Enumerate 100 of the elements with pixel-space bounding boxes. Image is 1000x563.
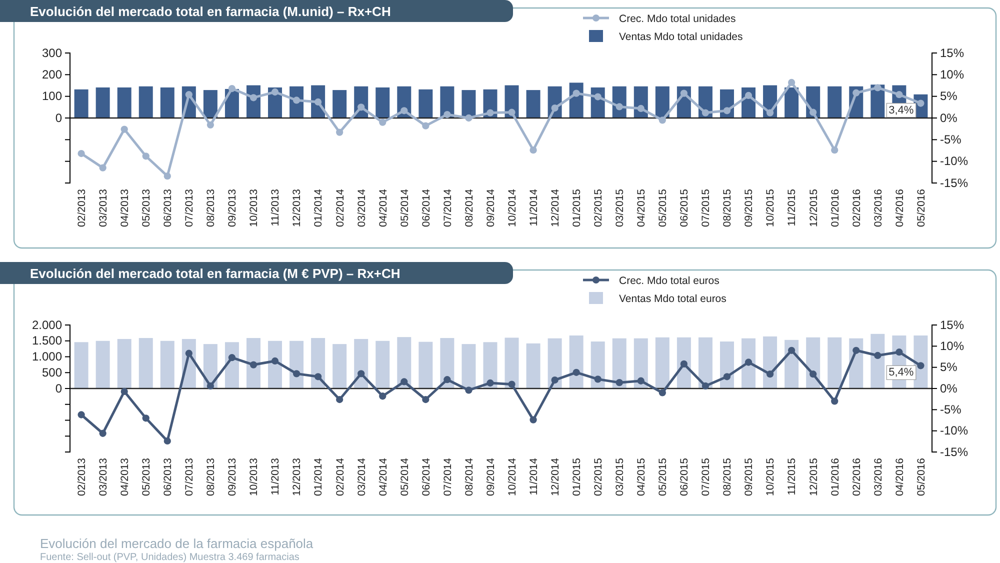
x-tick-label: 06/2014: [420, 458, 432, 496]
x-tick-label: 01/2016: [829, 458, 842, 496]
bar: [828, 86, 842, 118]
x-tick-label: 01/2014: [312, 458, 325, 496]
point: [314, 373, 322, 380]
point: [508, 380, 516, 388]
point: [551, 376, 558, 384]
legend-label: Crec. Mdo total unidades: [619, 13, 736, 25]
x-tick-label: 06/2013: [162, 458, 174, 496]
bar: [160, 87, 174, 118]
point: [444, 110, 451, 118]
point: [702, 382, 710, 390]
y2-tick-label: 5%: [940, 89, 958, 104]
x-tick-label: 12/2015: [808, 458, 820, 496]
bar: [418, 89, 433, 118]
x-tick-label: 05/2014: [398, 458, 411, 496]
x-tick-label: 11/2015: [786, 188, 798, 226]
point: [228, 84, 236, 92]
x-tick-label: 12/2015: [808, 188, 820, 227]
x-tick-label: 08/2015: [722, 458, 734, 496]
point: [271, 88, 279, 96]
point: [142, 414, 150, 422]
data-label: 3,4%: [888, 104, 914, 116]
x-tick-label: 10/2015: [764, 458, 777, 496]
x-tick-label: 11/2013: [270, 458, 282, 496]
point: [99, 430, 106, 437]
x-tick-label: 10/2013: [248, 458, 260, 496]
point: [744, 92, 752, 100]
x-tick-label: 03/2014: [356, 188, 368, 227]
point: [831, 146, 838, 154]
x-tick-label: 08/2014: [463, 458, 476, 496]
legend-label: Ventas Mdo total unidades: [619, 31, 743, 43]
y2-tick-label: -5%: [940, 132, 962, 147]
legend-label: Ventas Mdo total euros: [619, 293, 726, 305]
x-tick-label: 12/2014: [549, 188, 562, 227]
x-tick-label: 04/2013: [119, 188, 132, 227]
point: [788, 78, 796, 86]
x-tick-label: 03/2013: [98, 458, 110, 496]
point: [594, 376, 602, 383]
y-tick-label: 200: [42, 68, 62, 82]
point: [637, 377, 644, 384]
x-tick-label: 02/2013: [76, 188, 88, 227]
x-tick-label: 03/2016: [872, 458, 884, 496]
x-tick-label: 01/2015: [571, 188, 584, 227]
x-tick-label: 10/2014: [506, 458, 518, 496]
point: [723, 373, 731, 380]
point: [680, 360, 688, 368]
x-tick-label: 03/2015: [614, 188, 626, 227]
point: [400, 107, 408, 114]
point: [852, 89, 860, 96]
point: [185, 91, 192, 98]
x-tick-label: 12/2014: [549, 458, 562, 496]
point: [99, 164, 106, 172]
bar: [376, 87, 390, 118]
x-tick-label: 02/2013: [76, 458, 88, 496]
point: [572, 368, 580, 376]
point: [530, 416, 537, 424]
x-tick-label: 07/2013: [184, 458, 196, 496]
x-tick-label: 11/2014: [528, 458, 540, 496]
point: [874, 352, 882, 360]
x-tick-label: 08/2013: [205, 188, 218, 227]
point: [271, 357, 279, 365]
x-tick-label: 11/2014: [528, 188, 540, 226]
point: [766, 370, 774, 378]
point: [831, 398, 838, 405]
point: [250, 94, 258, 102]
y2-tick-label: -15%: [940, 176, 968, 190]
point: [723, 107, 731, 114]
y2-tick-label: 5%: [940, 360, 958, 374]
data-label: 5,4%: [888, 366, 914, 379]
x-tick-label: 03/2015: [614, 458, 626, 496]
y-tick-label: 0: [55, 110, 62, 125]
x-tick-label: 10/2015: [764, 188, 777, 227]
y-tick-label: 100: [42, 89, 62, 104]
x-tick-label: 02/2016: [850, 458, 863, 496]
point: [292, 370, 300, 378]
x-tick-label: 04/2015: [636, 458, 648, 496]
y2-tick-label: 0%: [940, 110, 958, 125]
point: [594, 93, 602, 100]
y2-tick-label: -5%: [940, 402, 962, 417]
x-tick-label: 02/2014: [334, 188, 346, 227]
point: [465, 386, 472, 394]
point: [486, 379, 494, 387]
x-tick-label: 02/2015: [592, 458, 605, 496]
point: [874, 84, 882, 92]
point: [228, 354, 236, 362]
point: [400, 378, 408, 386]
y2-tick-label: 10%: [940, 339, 964, 354]
point: [658, 116, 666, 124]
point: [508, 108, 516, 116]
x-tick-label: 08/2015: [722, 188, 734, 227]
point: [530, 146, 537, 154]
point: [658, 389, 666, 396]
point: [206, 121, 214, 128]
chart-title: Evolución del mercado total en farmacia (M.unid) – Rx+CH: [30, 4, 391, 19]
x-tick-label: 12/2013: [291, 188, 304, 227]
x-tick-label: 10/2014: [506, 188, 518, 227]
y2-tick-label: 15%: [940, 318, 964, 332]
x-tick-label: 09/2014: [484, 188, 497, 227]
bar: [332, 90, 347, 118]
